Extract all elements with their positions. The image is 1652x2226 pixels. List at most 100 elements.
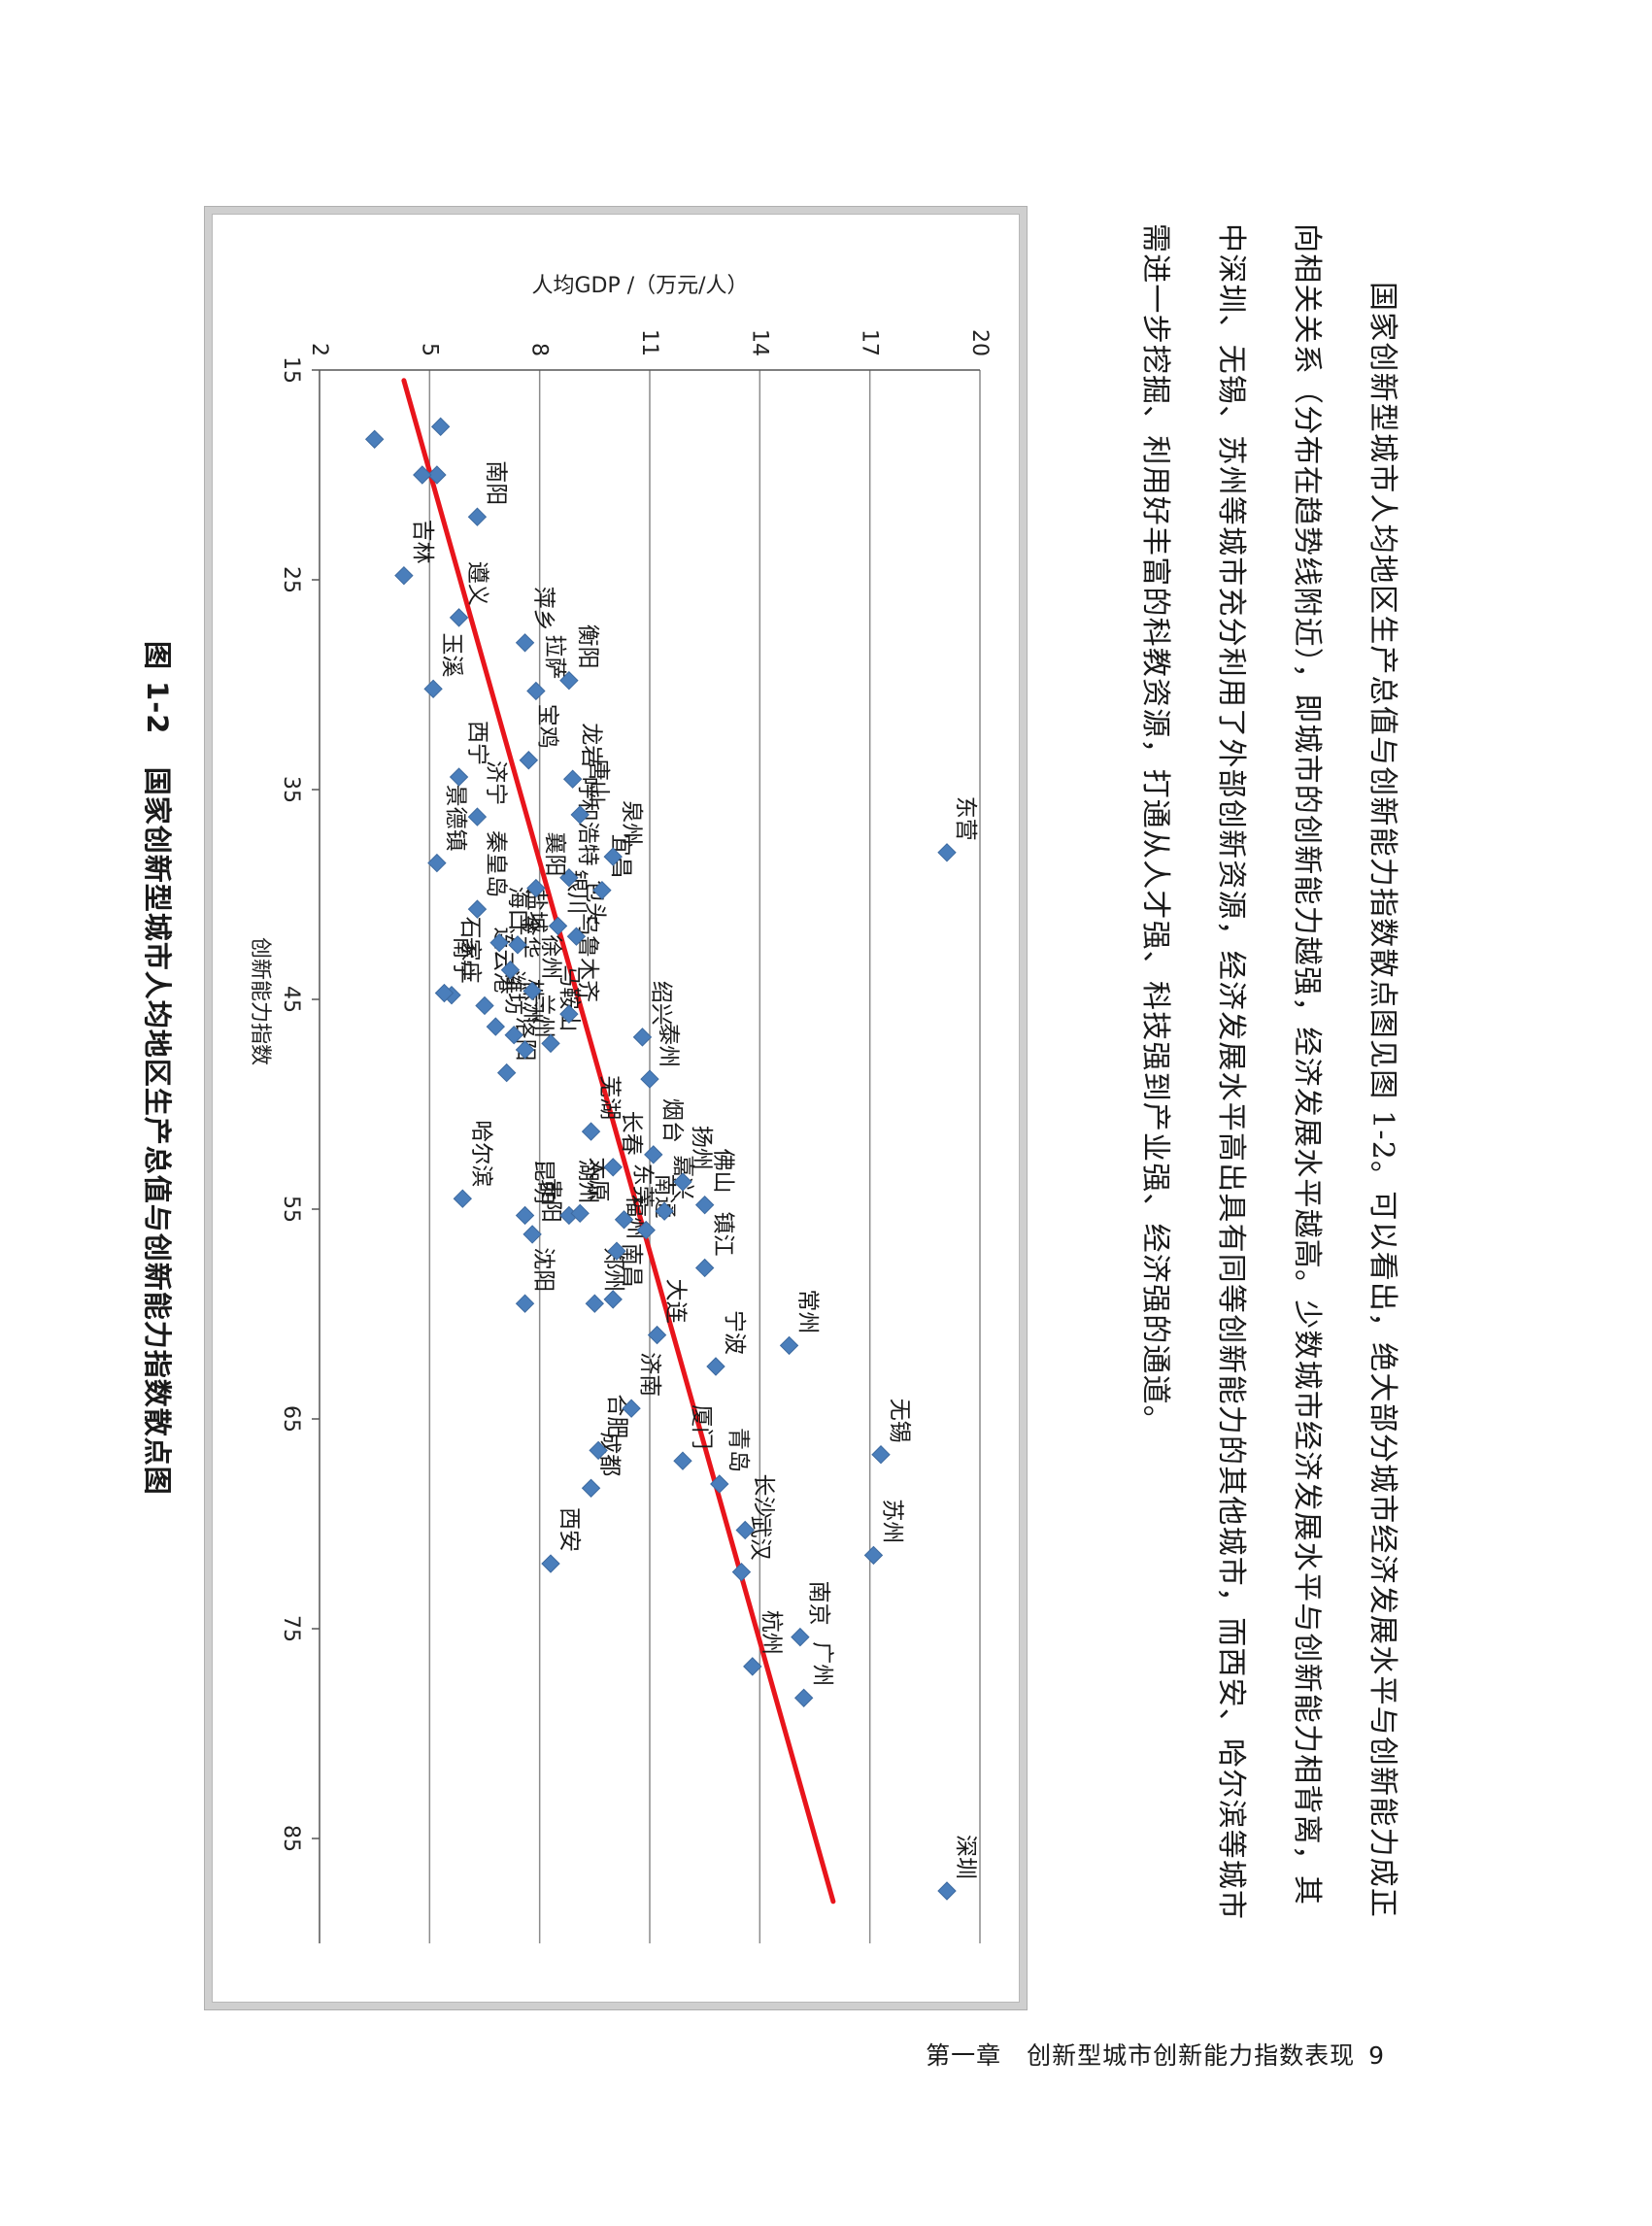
data-point bbox=[673, 1172, 692, 1192]
data-point bbox=[694, 1258, 715, 1278]
data-point bbox=[523, 981, 542, 1001]
data-point bbox=[523, 1225, 542, 1244]
point-label: 潍坊 bbox=[501, 970, 526, 1015]
data-point bbox=[430, 417, 451, 437]
data-point bbox=[673, 1451, 692, 1470]
point-label: 吉林 bbox=[410, 520, 435, 564]
data-point bbox=[427, 853, 447, 873]
point-label: 乌鲁木齐 bbox=[575, 913, 600, 1002]
data-point bbox=[640, 1069, 659, 1089]
figure-title: 国家创新型城市人均地区生产总值与创新能力指数散点图 bbox=[141, 766, 174, 1496]
data-point bbox=[364, 429, 385, 449]
point-label: 镇江 bbox=[711, 1211, 736, 1256]
data-point bbox=[467, 807, 488, 826]
data-point bbox=[570, 1203, 590, 1224]
x-tick-label: 55 bbox=[279, 1196, 303, 1223]
data-point bbox=[500, 961, 521, 980]
point-label: 宝鸡 bbox=[534, 704, 559, 749]
point-label: 济南 bbox=[637, 1352, 662, 1397]
y-tick-label: 14 bbox=[747, 329, 771, 356]
point-label: 秦皇岛 bbox=[483, 830, 508, 897]
data-point bbox=[779, 1335, 799, 1356]
data-point bbox=[585, 1294, 605, 1313]
point-label: 东莞 bbox=[630, 1164, 656, 1208]
data-point bbox=[793, 1688, 814, 1707]
data-point bbox=[559, 670, 579, 691]
data-point bbox=[581, 1122, 601, 1141]
point-label: 海口 bbox=[505, 887, 530, 931]
data-point bbox=[449, 767, 469, 787]
y-tick-label: 17 bbox=[858, 329, 882, 356]
data-point bbox=[526, 681, 546, 701]
data-point bbox=[413, 465, 432, 485]
point-label: 南宁 bbox=[450, 937, 475, 982]
data-point bbox=[548, 916, 568, 936]
point-label: 兰州 bbox=[531, 994, 556, 1038]
data-point bbox=[434, 983, 455, 1003]
figure-panel: 2 5 8 11 14 17 20 15 25 35 45 55 65 75 85 深圳 广州 杭州 南京 苏州 武汉… bbox=[212, 214, 1020, 2003]
data-point bbox=[467, 507, 488, 526]
point-label: 深圳 bbox=[953, 1835, 978, 1879]
point-label: 青岛 bbox=[725, 1428, 751, 1472]
data-point bbox=[541, 1554, 560, 1573]
data-point bbox=[614, 1210, 634, 1230]
data-point bbox=[504, 1026, 523, 1045]
x-axis-title: 创新能力指数 bbox=[248, 937, 272, 1065]
figure-number: 图 1-2 bbox=[141, 641, 174, 735]
point-label: 衡阳 bbox=[575, 624, 600, 669]
body-text-line-4: 需进一步挖掘、利用好丰富的科教资源，打通从人才强、科技强到产业强、经济强的通道。 bbox=[1138, 223, 1172, 1435]
data-point bbox=[706, 1357, 725, 1376]
point-label: 芜湖 bbox=[597, 1075, 623, 1120]
data-point bbox=[603, 1158, 623, 1177]
point-label: 苏州 bbox=[879, 1499, 904, 1543]
data-point bbox=[489, 932, 509, 953]
point-label: 长沙 bbox=[751, 1473, 776, 1518]
data-point bbox=[937, 1881, 957, 1901]
data-point bbox=[581, 1478, 601, 1498]
data-point bbox=[743, 1657, 762, 1676]
data-point bbox=[632, 1028, 653, 1047]
y-tick-label: 20 bbox=[967, 329, 992, 356]
x-tick-label: 15 bbox=[279, 356, 303, 384]
data-point bbox=[710, 1474, 729, 1494]
data-point bbox=[562, 769, 583, 789]
point-label: 连云港 bbox=[490, 927, 516, 994]
body-text-line-3: 中深圳、无锡、苏州等城市充分利用了外部创新资源，经济发展水平高出具有同等创新能力… bbox=[1214, 223, 1248, 1921]
x-tick-label: 45 bbox=[279, 986, 303, 1013]
point-label: 佛山 bbox=[711, 1149, 736, 1194]
data-point bbox=[519, 751, 539, 770]
data-point bbox=[394, 565, 414, 586]
point-label: 南京 bbox=[806, 1581, 831, 1626]
point-label: 常州 bbox=[795, 1289, 821, 1333]
y-tick-label: 5 bbox=[417, 343, 441, 356]
data-point bbox=[515, 1040, 535, 1060]
body-text-line-2: 向相关关系（分布在趋势线附近），即城市的创新能力越强，经济发展水平越高。少数城市… bbox=[1290, 223, 1324, 1906]
data-point bbox=[559, 1004, 579, 1024]
point-label: 玉溪 bbox=[439, 632, 464, 677]
data-point bbox=[570, 805, 590, 825]
data-point bbox=[731, 1562, 752, 1582]
point-label: 济宁 bbox=[483, 760, 508, 805]
data-point bbox=[589, 1440, 608, 1461]
data-point bbox=[475, 995, 494, 1016]
point-label: 绍兴 bbox=[648, 981, 673, 1026]
data-point bbox=[423, 679, 443, 699]
trendline-layer bbox=[401, 378, 836, 1905]
data-point bbox=[644, 1145, 663, 1164]
y-tick-label: 2 bbox=[307, 343, 331, 356]
point-label: 大连 bbox=[663, 1279, 689, 1324]
data-point bbox=[647, 1325, 667, 1345]
x-tick-label: 75 bbox=[279, 1615, 303, 1642]
point-label: 萍乡 bbox=[531, 587, 556, 631]
data-point bbox=[607, 1241, 626, 1261]
point-label: 拉萨 bbox=[542, 634, 567, 679]
data-point bbox=[515, 633, 535, 653]
point-label: 厦门 bbox=[689, 1404, 714, 1449]
point-label: 景德镇 bbox=[443, 785, 468, 852]
data-point bbox=[863, 1545, 884, 1566]
x-tick-label: 25 bbox=[279, 566, 303, 593]
data-point bbox=[515, 1294, 535, 1313]
